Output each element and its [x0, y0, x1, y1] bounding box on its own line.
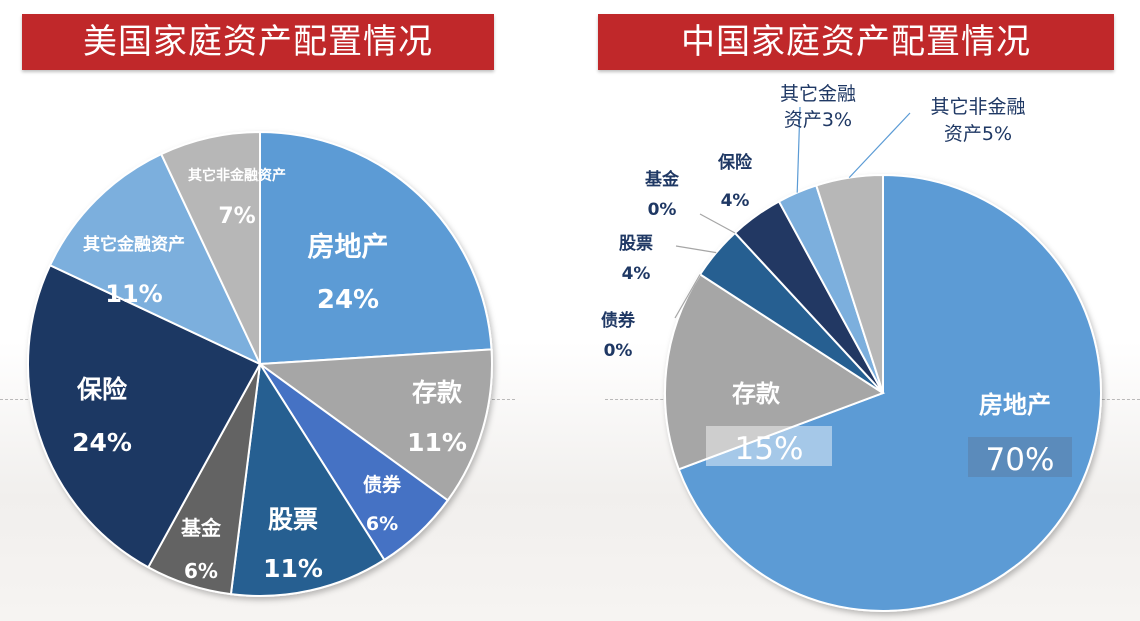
cn-leader-line-other-financial [796, 106, 801, 193]
cn-label-other-financial: 其它金融 [780, 83, 856, 105]
cn-pie [664, 173, 1102, 612]
cn-label-other-nonfinancial: 其它非金融 [930, 96, 1025, 118]
us-slice-stocks [229, 361, 386, 597]
cn-label-bonds: 债券 [601, 310, 636, 331]
us-value-insurance: 24% [72, 428, 132, 457]
cn-slice-real-estate [677, 173, 1102, 612]
us-value-deposits: 11% [407, 428, 467, 457]
cn-value-box-real-estate [968, 437, 1072, 477]
us-pie-labels: 房地产24%存款11%债券6%股票11%基金6%保险24%其它金融资产11%其它… [72, 167, 467, 583]
cn-leader-line-stocks [675, 245, 717, 254]
us-value-funds: 6% [184, 559, 218, 583]
us-label-funds: 基金 [181, 516, 222, 540]
us-label-stocks: 股票 [268, 505, 318, 534]
us-label-deposits: 存款 [412, 378, 463, 407]
cn-value-box-deposits [706, 426, 832, 466]
us-label-real-estate: 房地产 [308, 232, 389, 263]
cn-label-stocks: 股票 [619, 234, 653, 254]
cn-leader-line-funds [699, 213, 736, 234]
us-label-other-financial: 其它金融资产 [83, 234, 185, 255]
cn-label-insurance: 保险 [717, 152, 753, 173]
us-value-other-nonfinancial: 7% [218, 204, 255, 229]
cn-value-funds: 0% [648, 200, 677, 220]
us-slice-other-financial [48, 152, 263, 367]
cn-value-deposits: 15% [735, 431, 804, 467]
us-label-other-nonfinancial: 其它非金融资产 [188, 167, 286, 184]
us-value-bonds: 6% [366, 513, 398, 535]
cn-leader-line-other-nonfinancial [848, 112, 911, 179]
us-slice-deposits [257, 348, 493, 502]
us-slice-insurance [27, 263, 262, 569]
us-value-stocks: 11% [263, 554, 323, 583]
cn-label-deposits: 存款 [732, 380, 781, 408]
us-slice-other-nonfinancial [159, 130, 261, 365]
cn-slice-other-nonfinancial [815, 173, 884, 394]
us-label-insurance: 保险 [76, 375, 128, 404]
us-pie [27, 130, 493, 597]
us-value-real-estate: 24% [317, 285, 379, 315]
us-value-other-financial: 11% [105, 280, 162, 308]
cn-value-stocks: 4% [622, 264, 651, 284]
cn-chart-title: 中国家庭资产配置情况 [598, 14, 1114, 70]
us-label-bonds: 债券 [363, 473, 402, 496]
cn-value-bonds: 0% [604, 341, 633, 361]
cn-value-insurance: 4% [721, 191, 750, 211]
cn-value-other-nonfinancial: 资产5% [944, 123, 1012, 145]
us-chart-title: 美国家庭资产配置情况 [22, 14, 494, 70]
cn-value-real-estate: 70% [986, 442, 1055, 478]
us-slice-real-estate [259, 130, 493, 366]
cn-value-other-financial: 资产3% [784, 109, 852, 131]
cn-label-funds: 基金 [644, 169, 680, 190]
cn-leader-line-bonds [674, 274, 701, 319]
cn-label-real-estate: 房地产 [979, 391, 1051, 419]
